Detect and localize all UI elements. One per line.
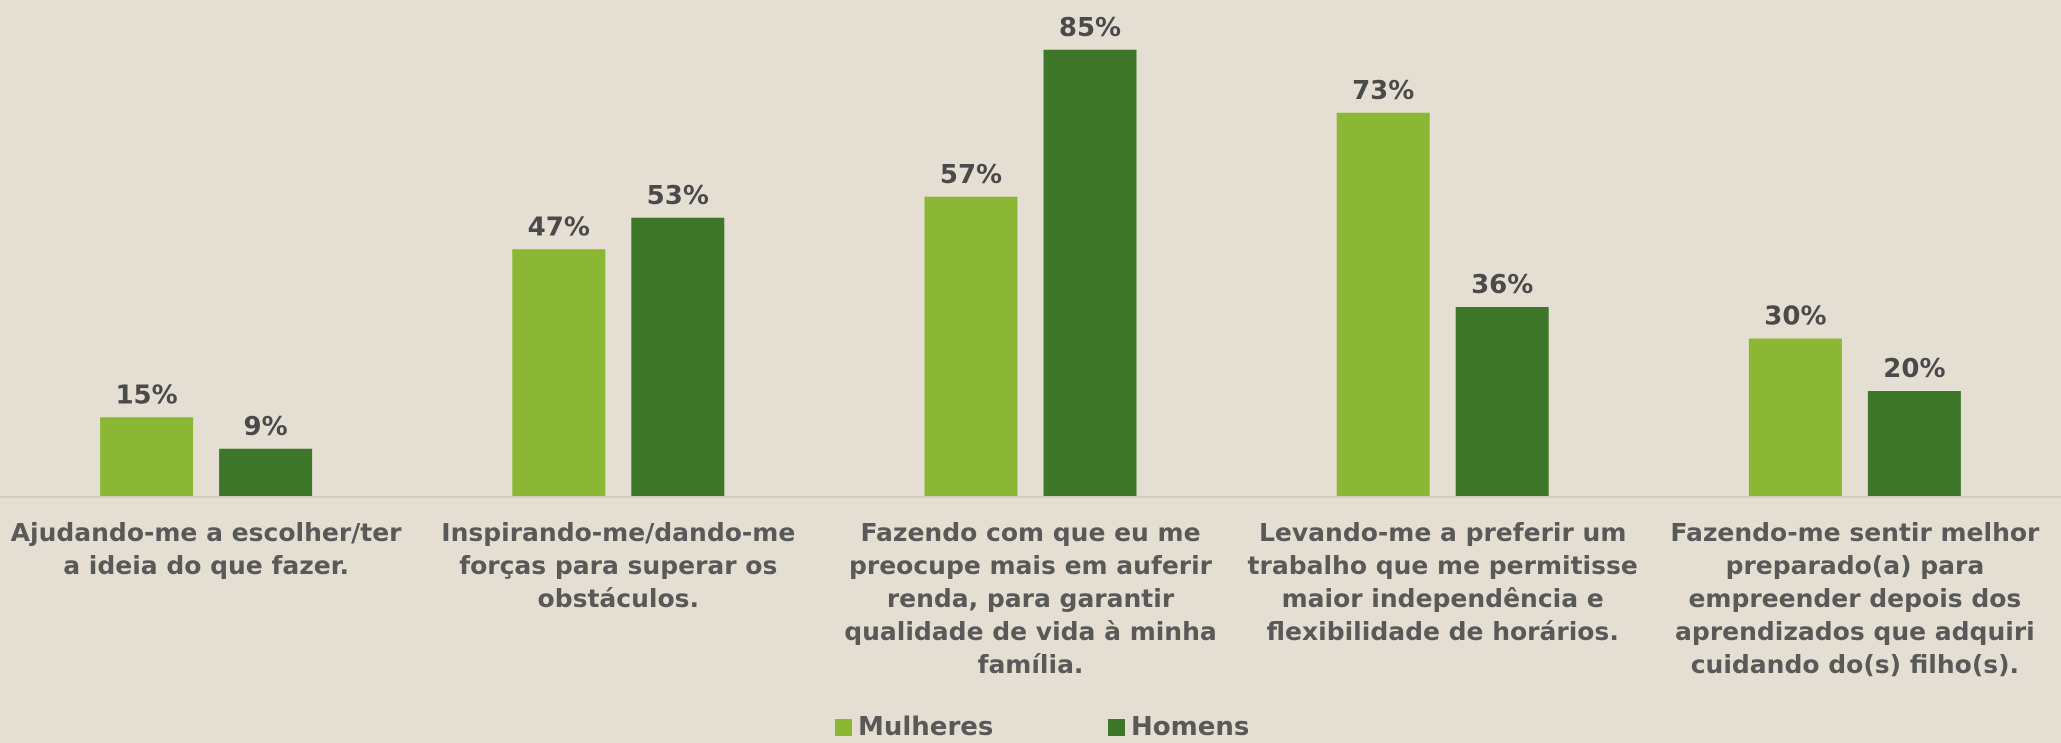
- bar: [512, 249, 606, 496]
- value-label: 53%: [647, 181, 709, 211]
- bar: [1455, 307, 1549, 496]
- bar: [1867, 391, 1961, 496]
- category-label: Fazendo-me sentir melhor preparado(a) pa…: [1670, 518, 2040, 679]
- legend-label: Homens: [1131, 712, 1250, 742]
- bar: [219, 448, 313, 496]
- bar: [1748, 338, 1842, 496]
- bar: [1043, 49, 1137, 496]
- value-label: 73%: [1352, 76, 1414, 106]
- value-label: 9%: [244, 412, 288, 442]
- category-label: Levando-me a preferir um trabalho que me…: [1247, 518, 1638, 646]
- legend-item: Homens: [1108, 712, 1249, 742]
- value-label: 36%: [1471, 270, 1533, 300]
- value-label: 30%: [1764, 302, 1826, 332]
- value-label: 85%: [1059, 13, 1121, 43]
- legend-swatch: [1108, 718, 1125, 736]
- value-label: 47%: [528, 212, 590, 242]
- category-label: Inspirando-me/dando-me forças para super…: [441, 518, 796, 613]
- bar: [100, 417, 194, 496]
- value-label: 57%: [940, 160, 1002, 190]
- bar: [631, 217, 725, 496]
- category-label: Fazendo com que eu me preocupe mais em a…: [844, 518, 1217, 679]
- value-label: 20%: [1883, 354, 1945, 384]
- legend-label: Mulheres: [858, 712, 994, 742]
- legend-item: Mulheres: [835, 712, 993, 742]
- bar: [1336, 112, 1430, 496]
- value-label: 15%: [115, 380, 177, 410]
- legend-swatch: [835, 718, 852, 736]
- bar: [924, 196, 1018, 496]
- category-label: Ajudando-me a escolher/ter a ideia do qu…: [10, 518, 402, 580]
